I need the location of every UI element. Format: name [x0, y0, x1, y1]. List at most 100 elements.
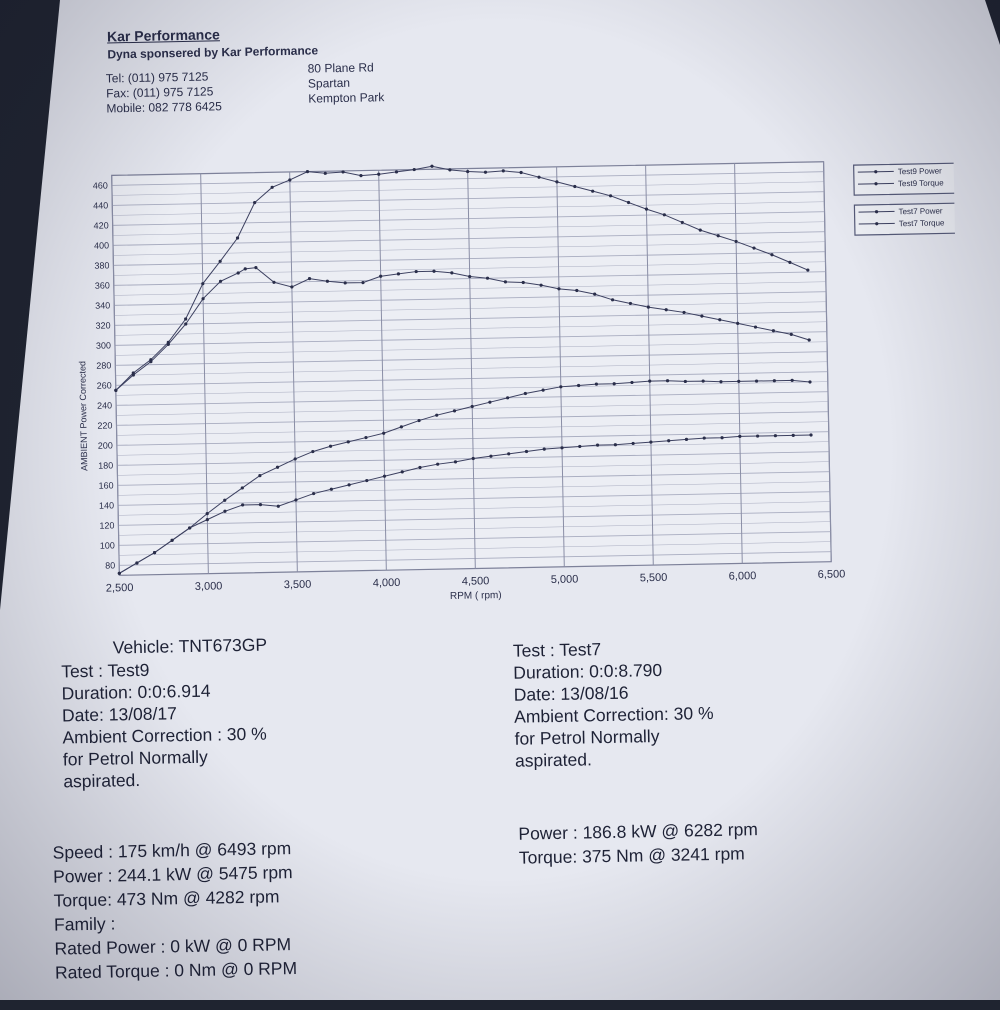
data-point: [662, 213, 666, 217]
data-point: [613, 443, 617, 447]
data-point: [753, 325, 758, 329]
data-point: [610, 298, 615, 302]
data-point: [258, 502, 263, 507]
data-point: [450, 271, 454, 275]
data-point: [519, 170, 523, 175]
data-point: [575, 288, 579, 293]
data-point: [184, 322, 188, 326]
data-point: [382, 431, 386, 435]
test7-info: Test : Test7 Duration: 0:0:8.790 Date: 1…: [513, 636, 715, 772]
data-point: [591, 189, 595, 193]
test7-results: Power : 186.8 kW @ 6282 rpm Torque: 375 …: [518, 817, 758, 870]
data-point: [471, 456, 475, 461]
data-point: [737, 379, 741, 383]
data-point: [680, 220, 684, 225]
data-point: [648, 379, 652, 383]
data-point: [466, 169, 470, 174]
test7-torque-result: Torque: 375 Nm @ 3241 rpm: [518, 843, 745, 868]
data-point: [135, 561, 139, 565]
data-point: [312, 491, 316, 496]
data-point: [275, 465, 280, 469]
data-point: [325, 279, 329, 283]
x-tick-label: 5,000: [551, 574, 579, 587]
data-point: [270, 185, 274, 189]
data-point: [201, 297, 205, 301]
y-tick-label: 220: [97, 420, 112, 430]
y-tick-label: 460: [93, 180, 108, 190]
data-point: [683, 379, 687, 384]
v-grid-line: [734, 163, 743, 564]
data-point: [272, 280, 276, 284]
data-point: [541, 388, 545, 392]
rated-torque: Rated Torque : 0 Nm @ 0 RPM: [54, 957, 298, 983]
dyno-chart: 80 100 120 140 160 180 200 220 240 260 280 300 320 34…: [63, 141, 978, 628]
x-tick-label: 2,500: [106, 582, 134, 595]
x-tick-label: 4,000: [373, 577, 401, 590]
mobile-line: Mobile: 082 778 6425: [106, 99, 222, 116]
data-point: [595, 443, 600, 447]
test9-aspirated: aspirated.: [63, 769, 141, 792]
data-point: [501, 169, 505, 173]
v-grid-line: [467, 168, 476, 569]
v-grid-line: [111, 175, 120, 576]
data-point: [365, 478, 369, 483]
x-tick-label: 3,500: [284, 579, 312, 592]
data-point: [560, 446, 564, 450]
data-point: [738, 434, 742, 438]
data-point: [399, 425, 403, 429]
data-point: [773, 434, 778, 438]
data-point: [205, 512, 209, 516]
data-point: [412, 167, 416, 172]
legend-box: Test7 Power Test7 Torque: [853, 202, 978, 236]
data-point: [788, 260, 792, 264]
data-point: [288, 178, 292, 182]
v-grid-line: [823, 161, 832, 562]
data-point: [578, 444, 582, 449]
data-point: [414, 269, 418, 274]
data-point: [377, 172, 381, 176]
test9-correction: Ambient Correction : 30 %: [62, 723, 267, 748]
data-point: [756, 434, 760, 438]
data-point: [394, 170, 399, 174]
data-point: [631, 441, 635, 446]
data-point: [754, 379, 759, 383]
data-point: [630, 380, 634, 385]
data-point: [667, 439, 671, 443]
data-point: [524, 449, 529, 454]
data-point: [557, 287, 561, 291]
vehicle-line: Vehicle: TNT673GP: [112, 634, 268, 658]
x-tick-label: 6,500: [818, 568, 846, 581]
data-point: [489, 454, 493, 458]
y-tick-label: 120: [99, 520, 114, 530]
data-point: [418, 465, 422, 470]
test9-info: Test : Test9 Duration: 0:0:6.914 Date: 1…: [61, 657, 268, 793]
data-point: [612, 382, 616, 386]
data-point: [448, 168, 452, 172]
data-point: [608, 194, 613, 198]
data-point: [240, 486, 244, 490]
grid-lines: [111, 161, 832, 576]
data-point: [542, 447, 546, 451]
series-line: [115, 165, 809, 391]
chart-svg: 80 100 120 140 160 180 200 220 240 260 280 300 320 34…: [77, 161, 978, 602]
contact-block: Tel: (011) 975 7125 Fax: (011) 975 7125 …: [106, 69, 222, 116]
data-point: [507, 452, 511, 456]
data-point: [235, 236, 240, 240]
x-tick-labels: 2,500 3,000 3,500 4,000 4,500 5,000 5,500 6,000…: [106, 568, 846, 594]
data-point: [485, 276, 490, 280]
data-point: [359, 174, 363, 178]
data-point: [152, 551, 157, 555]
data-point: [453, 460, 458, 464]
data-point: [555, 180, 559, 184]
data-point: [379, 274, 383, 278]
test7-correction: Ambient Correction: 30 %: [513, 702, 714, 727]
x-tick-label: 3,000: [195, 580, 223, 593]
data-point: [577, 383, 581, 388]
data-point: [293, 457, 297, 461]
data-point: [305, 170, 310, 174]
data-point: [809, 433, 813, 437]
data-point: [628, 301, 633, 306]
v-grid-line: [289, 171, 298, 572]
data-point: [436, 462, 440, 466]
address-line-1: 80 Plane Rd: [307, 60, 374, 76]
